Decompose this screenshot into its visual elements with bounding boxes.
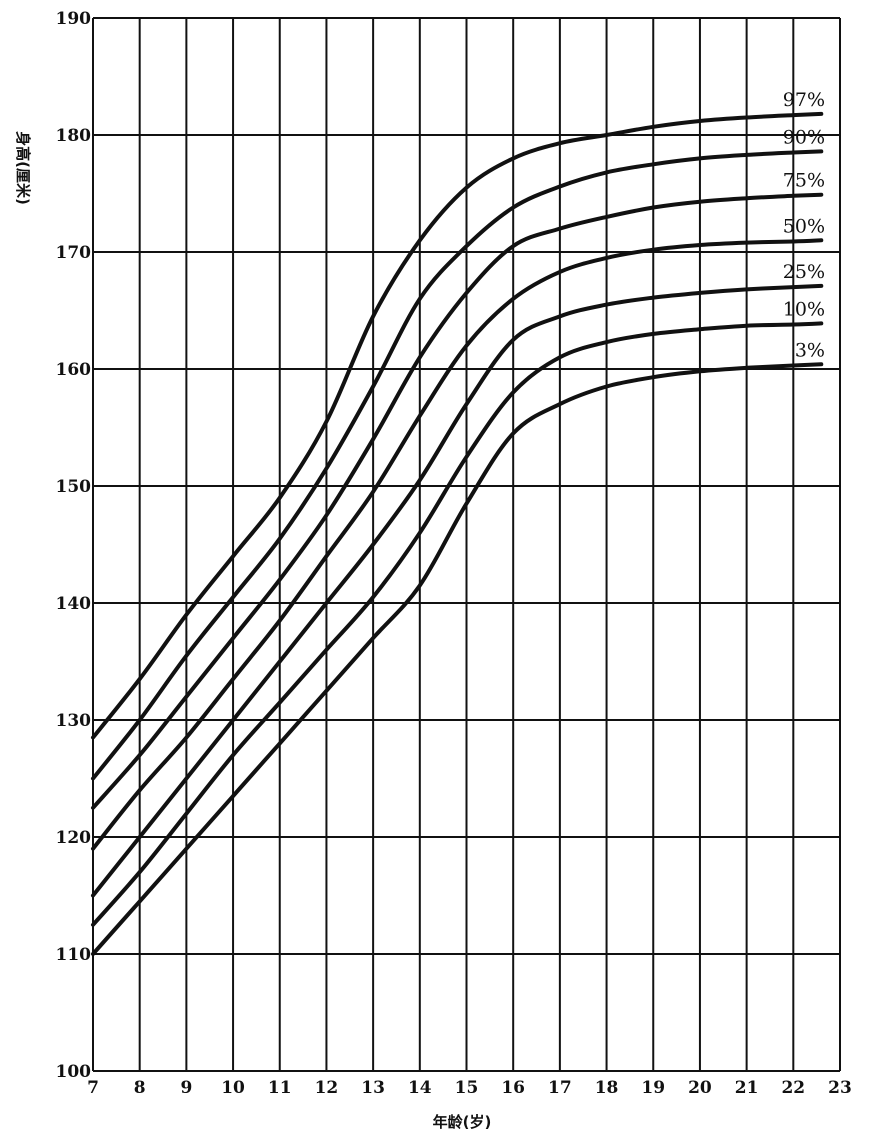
percentile-label: 50% (783, 215, 825, 237)
x-tick-label: 13 (361, 1078, 385, 1098)
y-tick-label: 150 (56, 477, 92, 497)
x-tick-label: 23 (828, 1078, 852, 1098)
percentile-label: 10% (783, 298, 825, 320)
percentile-curve (91, 111, 824, 740)
y-tick-label: 130 (56, 711, 92, 731)
percentile-label: 90% (783, 126, 825, 148)
percentile-label: 3% (795, 339, 825, 361)
y-tick-label: 120 (56, 828, 92, 848)
percentile-curves (91, 111, 824, 956)
x-axis-title: 年龄(岁) (433, 1113, 492, 1131)
y-tick-label: 170 (56, 243, 92, 263)
y-tick-labels: 100 110 120 130 140 150 160 170 180 190 (56, 9, 92, 1082)
percentile-curve (91, 149, 824, 781)
x-tick-label: 22 (781, 1078, 805, 1098)
x-tick-label: 12 (315, 1078, 339, 1098)
percentile-curve (91, 362, 824, 956)
percentile-labels: 97% 90% 75% 50% 25% 10% 3% (783, 89, 825, 361)
y-tick-label: 100 (56, 1062, 92, 1082)
percentile-label: 97% (783, 89, 825, 111)
x-tick-label: 9 (180, 1078, 192, 1098)
x-tick-label: 19 (641, 1078, 665, 1098)
x-tick-label: 20 (688, 1078, 712, 1098)
y-axis-title: 身高(厘米) (14, 131, 32, 205)
x-tick-label: 21 (735, 1078, 759, 1098)
x-tick-label: 18 (595, 1078, 619, 1098)
percentile-label: 25% (783, 261, 825, 283)
percentile-curve (91, 321, 824, 927)
x-tick-label: 8 (134, 1078, 146, 1098)
x-tick-label: 15 (455, 1078, 479, 1098)
y-tick-label: 180 (56, 126, 92, 146)
x-tick-label: 14 (408, 1078, 432, 1098)
x-tick-label: 16 (501, 1078, 525, 1098)
percentile-label: 75% (783, 170, 825, 192)
x-tick-label: 10 (221, 1078, 245, 1098)
x-tick-label: 11 (268, 1078, 292, 1098)
x-tick-label: 7 (87, 1078, 99, 1098)
y-tick-label: 110 (56, 945, 92, 965)
grid (92, 17, 841, 1072)
percentile-curve (91, 283, 824, 898)
y-tick-label: 140 (56, 594, 92, 614)
percentile-curve (91, 192, 824, 810)
x-tick-label: 17 (548, 1078, 572, 1098)
y-tick-label: 160 (56, 360, 92, 380)
x-tick-labels: 7 8 9 10 11 12 13 14 15 16 17 18 19 20 21 22 23 (87, 1078, 852, 1098)
y-tick-label: 190 (56, 9, 92, 29)
percentile-curve (91, 238, 824, 851)
